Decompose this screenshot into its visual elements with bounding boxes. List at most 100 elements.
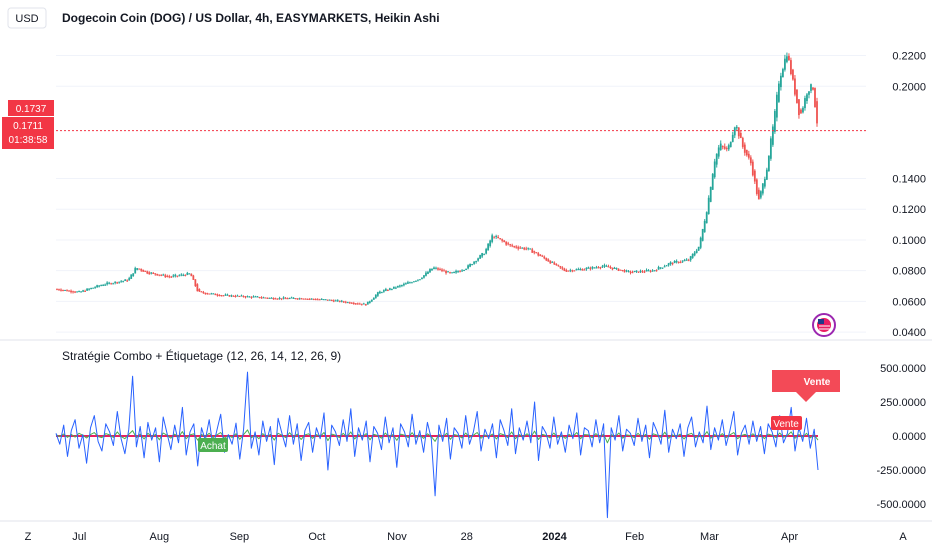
candle-body xyxy=(86,288,88,291)
candle-body xyxy=(392,286,395,289)
candle-body xyxy=(370,299,373,302)
candle-body xyxy=(126,280,129,282)
candle-body xyxy=(665,265,668,267)
candle-body xyxy=(737,127,740,137)
us-flag-icon[interactable] xyxy=(812,313,836,337)
main-gridlines xyxy=(56,55,866,333)
candle-body xyxy=(409,282,411,284)
candle-body xyxy=(507,243,510,245)
candle-body xyxy=(559,266,562,268)
candle-body xyxy=(250,296,253,298)
candle-body xyxy=(491,235,494,242)
candle-body xyxy=(427,271,429,274)
candle-body xyxy=(314,299,317,301)
candlestick-series[interactable] xyxy=(56,52,818,306)
candle-body xyxy=(563,268,566,271)
candle-body xyxy=(386,290,389,292)
candle-body xyxy=(591,266,594,269)
candle-body xyxy=(735,126,738,129)
candle-body xyxy=(380,292,383,294)
y-tick-label: 0.0600 xyxy=(892,296,926,308)
last-price-text: 0.1711 xyxy=(13,121,43,132)
candle-body xyxy=(411,282,413,284)
candle-body xyxy=(733,127,736,136)
candle-body xyxy=(463,270,465,272)
candle-body xyxy=(719,143,722,150)
candle-body xyxy=(786,56,788,62)
buy-signal-badge[interactable]: Achat xyxy=(198,438,228,452)
candle-body xyxy=(671,263,674,265)
candle-body xyxy=(800,109,802,114)
candle-body xyxy=(715,153,718,165)
candle-body xyxy=(481,253,484,257)
x-tick-label: Oct xyxy=(308,531,325,543)
sell-signal-badge-large[interactable]: Vente xyxy=(772,370,840,402)
candle-body xyxy=(565,270,568,272)
candle-body xyxy=(202,292,205,294)
indicator-series[interactable] xyxy=(55,371,819,519)
candle-body xyxy=(457,271,459,273)
candle-body xyxy=(699,237,702,248)
candle-body xyxy=(108,282,111,284)
candle-body xyxy=(521,247,524,249)
candle-body xyxy=(298,298,301,300)
candle-body xyxy=(679,261,682,263)
candle-body xyxy=(621,269,624,271)
a-button[interactable]: A xyxy=(899,531,907,543)
candle-body xyxy=(816,101,818,124)
candle-body xyxy=(110,283,113,285)
candle-body xyxy=(601,266,604,268)
candle-body xyxy=(134,268,137,274)
candle-body xyxy=(727,145,730,150)
z-button[interactable]: Z xyxy=(25,531,32,543)
chart-title: Dogecoin Coin (DOG) / US Dollar, 4h, EAS… xyxy=(62,11,440,25)
candle-body xyxy=(645,269,648,272)
candle-body xyxy=(741,137,744,147)
candle-body xyxy=(268,297,271,299)
sell-signal-badge-small[interactable]: Vente xyxy=(771,416,802,430)
candle-body xyxy=(176,275,179,277)
candle-body xyxy=(639,270,642,272)
candle-body xyxy=(150,272,153,274)
candle-body xyxy=(798,99,800,116)
candle-body xyxy=(122,280,125,282)
candle-body xyxy=(709,186,712,202)
candle-body xyxy=(547,259,550,262)
candle-body xyxy=(681,260,684,262)
countdown-text: 01:38:58 xyxy=(9,135,48,146)
candle-body xyxy=(629,271,632,273)
candle-body xyxy=(691,254,694,258)
x-tick-label: Feb xyxy=(625,531,644,543)
candle-body xyxy=(302,298,305,300)
candle-body xyxy=(802,107,804,113)
currency-button[interactable] xyxy=(7,7,47,29)
candle-body xyxy=(396,285,399,288)
candle-body xyxy=(224,294,227,296)
candle-body xyxy=(58,289,60,291)
candle-body xyxy=(360,303,363,305)
x-tick-label: 2024 xyxy=(542,531,567,543)
last-price-tag xyxy=(2,117,54,149)
candle-body xyxy=(390,288,393,290)
main-y-axis: 0.0400 0.0600 0.0800 0.1000 0.1200 0.1400 0.20… xyxy=(892,51,926,340)
candle-body xyxy=(170,276,173,278)
candle-body xyxy=(683,260,686,262)
candle-body xyxy=(571,270,574,272)
candle-body xyxy=(112,283,115,285)
candle-body xyxy=(146,271,149,274)
candle-body xyxy=(188,273,191,275)
candle-body xyxy=(220,295,223,297)
candle-body xyxy=(523,247,526,250)
candle-body xyxy=(246,296,249,298)
candle-body xyxy=(437,268,439,270)
candle-body xyxy=(76,291,78,293)
candle-body xyxy=(264,297,267,299)
candle-body xyxy=(647,270,650,272)
candle-body xyxy=(561,267,564,269)
candle-body xyxy=(132,273,135,277)
candle-body xyxy=(777,83,780,102)
candle-body xyxy=(485,249,488,254)
candle-body xyxy=(701,229,704,241)
candle-body xyxy=(615,267,618,269)
candle-body xyxy=(142,269,145,272)
